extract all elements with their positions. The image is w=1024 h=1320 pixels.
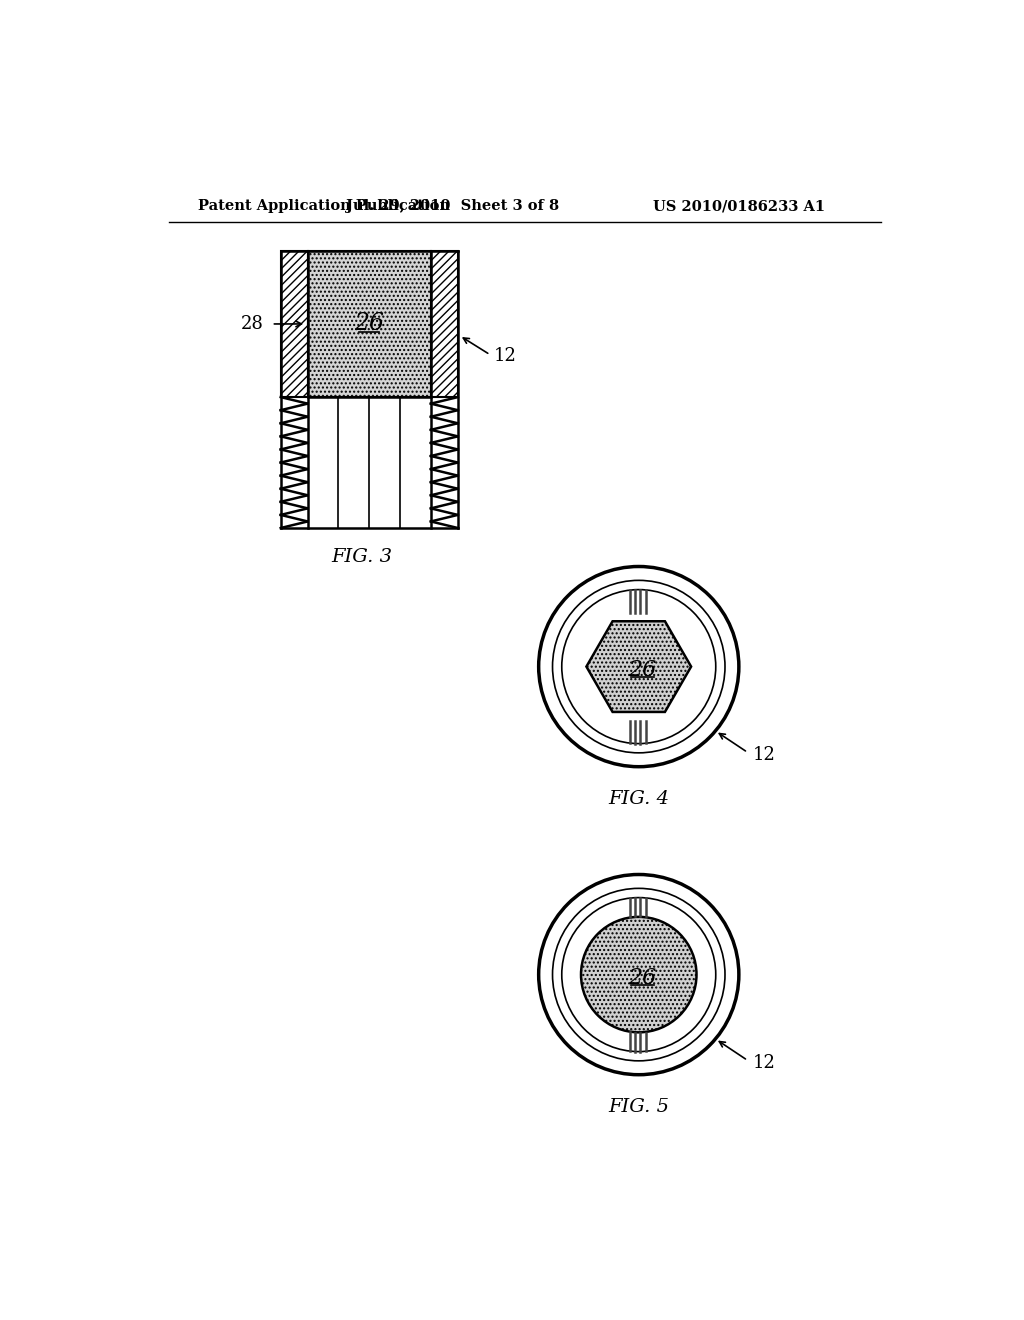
Text: 12: 12 [494,347,517,366]
Bar [431,251,458,397]
Text: Jul. 29, 2010  Sheet 3 of 8: Jul. 29, 2010 Sheet 3 of 8 [346,199,559,213]
Text: FIG. 3: FIG. 3 [331,548,392,566]
Text: 26: 26 [629,660,656,681]
Text: US 2010/0186233 A1: US 2010/0186233 A1 [652,199,825,213]
Bar [281,251,307,397]
Circle shape [581,917,696,1032]
Text: 26: 26 [629,968,656,990]
Circle shape [553,888,725,1061]
Text: 12: 12 [753,746,775,764]
Text: 26: 26 [354,313,384,335]
Text: 28: 28 [241,315,264,333]
Bar [307,251,431,397]
Circle shape [553,581,725,752]
Text: Patent Application Publication: Patent Application Publication [199,199,451,213]
Circle shape [562,898,716,1052]
Circle shape [562,590,716,743]
Text: FIG. 5: FIG. 5 [608,1098,670,1115]
Circle shape [539,566,739,767]
Polygon shape [587,622,691,711]
Text: FIG. 4: FIG. 4 [608,791,670,808]
Circle shape [539,874,739,1074]
Text: 12: 12 [753,1053,775,1072]
